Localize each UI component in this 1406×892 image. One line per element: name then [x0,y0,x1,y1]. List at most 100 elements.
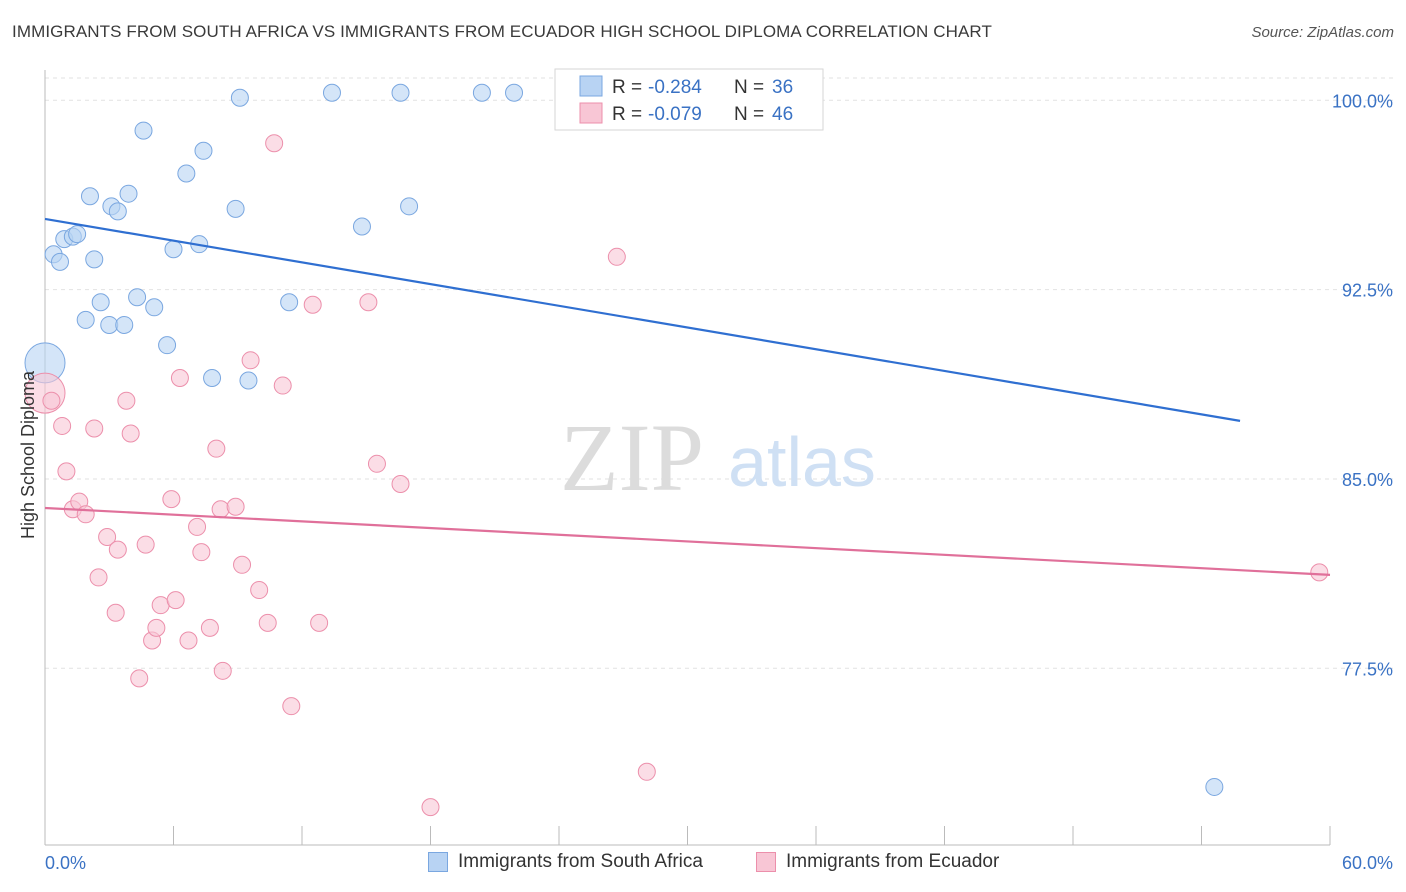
point-south-africa [108,202,127,221]
point-ecuador [637,762,656,781]
point-south-africa [115,315,134,334]
point-south-africa [226,199,245,218]
y-tick-label: 100.0% [1332,91,1393,111]
point-ecuador [241,351,260,370]
point-ecuador [53,416,72,435]
point-ecuador [607,247,626,266]
point-ecuador [42,391,61,410]
stats-n-label-2: N = [734,104,764,125]
y-tick-label: 77.5% [1342,659,1393,679]
point-ecuador [367,454,386,473]
point-south-africa [230,88,249,107]
point-south-africa [128,288,147,307]
point-ecuador [250,581,269,600]
point-ecuador [179,631,198,650]
point-ecuador [1310,563,1329,582]
point-ecuador [147,618,166,637]
point-ecuador [106,603,125,622]
point-south-africa [85,250,104,269]
point-ecuador [57,462,76,481]
watermark: ZIP atlas [560,404,876,511]
watermark-zip: ZIP [560,404,704,511]
point-ecuador [310,613,329,632]
point-south-africa [68,225,87,244]
point-ecuador [391,475,410,494]
point-ecuador [188,517,207,536]
source-credit: Source: ZipAtlas.com [1251,24,1394,41]
trendline-ecuador [44,506,1331,576]
point-ecuador [130,669,149,688]
point-ecuador [207,439,226,458]
stats-r-label-2: R = [612,104,642,125]
point-south-africa [50,252,69,271]
point-ecuador [258,613,277,632]
legend-label-south-africa: Immigrants from South Africa [458,851,703,872]
point-ecuador [121,424,140,443]
point-ecuador [151,596,170,615]
point-south-africa [352,217,371,236]
point-ecuador [273,376,292,395]
point-ecuador [282,697,301,716]
legend-swatch-ecuador [756,852,776,872]
point-south-africa [239,371,258,390]
point-south-africa [119,184,138,203]
point-ecuador [211,500,230,519]
watermark-atlas: atlas [728,423,876,501]
point-south-africa [177,164,196,183]
stats-swatch-south-africa [579,75,603,97]
stats-r-value-1: -0.284 [648,77,702,98]
point-ecuador [359,293,378,312]
point-ecuador [421,798,440,817]
y-tick-label: 85.0% [1342,470,1393,490]
stats-r-label-1: R = [612,77,642,98]
point-south-africa [505,83,524,102]
legend-swatch-south-africa [428,852,448,872]
point-ecuador [303,295,322,314]
point-south-africa [203,368,222,387]
point-south-africa [391,83,410,102]
point-ecuador [117,391,136,410]
point-south-africa [91,293,110,312]
point-ecuador [265,134,284,153]
point-south-africa [280,293,299,312]
point-south-africa [158,336,177,355]
point-south-africa [164,240,183,259]
point-south-africa [194,141,213,160]
point-south-africa [1205,777,1224,796]
point-south-africa [145,298,164,317]
point-south-africa [134,121,153,140]
point-ecuador [108,540,127,559]
point-ecuador [98,528,117,547]
stats-n-label-1: N = [734,77,764,98]
tick-labels: 77.5% 85.0% 92.5% 100.0% 0.0% 60.0% [45,91,1393,873]
stats-n-value-1: 36 [772,77,793,98]
axes [44,70,1331,846]
point-south-africa [100,315,119,334]
bottom-legend: Immigrants from South Africa Immigrants … [0,851,1406,879]
point-ecuador [192,543,211,562]
point-ecuador [166,591,185,610]
y-axis-title: High School Diploma [18,370,38,539]
point-south-africa [322,83,341,102]
trendline-south-africa [44,217,1241,422]
point-ecuador [213,661,232,680]
stats-r-value-2: -0.079 [648,104,702,125]
point-ecuador [226,497,245,516]
chart-title: IMMIGRANTS FROM SOUTH AFRICA VS IMMIGRAN… [12,22,992,41]
point-south-africa [80,187,99,206]
legend-label-ecuador: Immigrants from Ecuador [786,851,1000,872]
point-ecuador [233,555,252,574]
y-tick-label: 92.5% [1342,281,1393,301]
x-tick-label-max: 60.0% [1342,853,1393,873]
point-ecuador [136,535,155,554]
point-ecuador [200,618,219,637]
point-ecuador [85,419,104,438]
point-south-africa [76,310,95,329]
legend-item-south-africa[interactable]: Immigrants from South Africa [428,851,703,873]
point-ecuador [89,568,108,587]
legend-item-ecuador[interactable]: Immigrants from Ecuador [756,851,999,873]
stats-legend-box: R = -0.284 N = 36 R = -0.079 N = 46 [554,68,824,131]
trend-lines [44,217,1331,576]
stats-swatch-ecuador [579,102,603,124]
